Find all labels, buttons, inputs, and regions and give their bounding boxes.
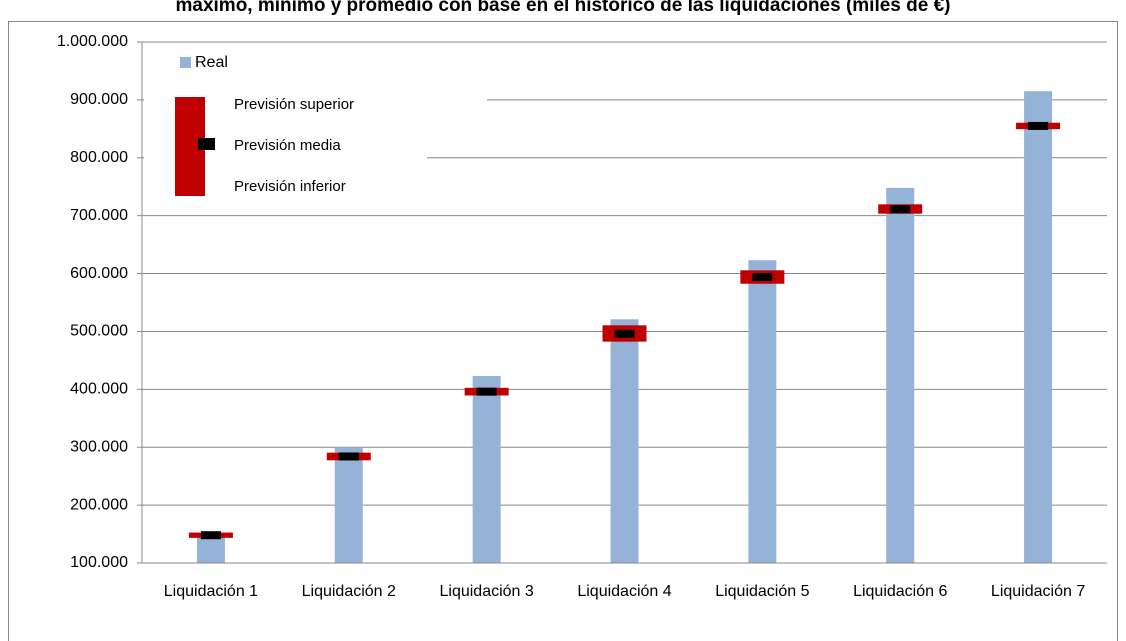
y-tick-label: 1.000.000 (57, 33, 128, 50)
y-tick-label: 400.000 (70, 381, 128, 398)
x-tick-label: Liquidación 6 (853, 583, 947, 600)
bar (748, 260, 777, 563)
forecast-mean (890, 205, 911, 214)
bar (1024, 91, 1053, 563)
bar (472, 376, 501, 563)
x-tick-label: Liquidación 7 (991, 583, 1085, 600)
legend-label: Previsión superior (234, 96, 354, 113)
forecast-mean (1028, 121, 1049, 130)
y-tick-label: 500.000 (70, 323, 128, 340)
forecast-mean (338, 452, 359, 461)
chart-title: máximo, mínimo y promedio con base en el… (176, 0, 951, 16)
y-tick-label: 600.000 (70, 265, 128, 282)
legend-label: Real (195, 54, 228, 71)
forecast-mean (752, 273, 773, 282)
y-tick-label: 800.000 (70, 149, 128, 166)
forecast-mean (476, 387, 497, 396)
y-tick-label: 100.000 (70, 554, 128, 571)
y-tick-label: 900.000 (70, 91, 128, 108)
bar (886, 187, 915, 563)
x-tick-label: Liquidación 3 (439, 583, 533, 600)
legend-swatch (180, 57, 191, 68)
forecast-mean (614, 329, 635, 338)
x-tick-label: Liquidación 4 (577, 583, 671, 600)
y-tick-label: 200.000 (70, 496, 128, 513)
x-tick-label: Liquidación 1 (164, 583, 258, 600)
legend-label: Previsión media (234, 137, 341, 154)
x-tick-label: Liquidación 5 (715, 583, 809, 600)
y-tick-label: 700.000 (70, 207, 128, 224)
forecast-mean (200, 531, 221, 540)
legend-swatch (198, 138, 215, 150)
chart-frame (8, 21, 1118, 641)
bar (610, 319, 639, 563)
y-tick-label: 300.000 (70, 438, 128, 455)
legend-label: Previsión inferior (234, 178, 346, 195)
x-tick-label: Liquidación 2 (302, 583, 396, 600)
bar (334, 447, 363, 563)
